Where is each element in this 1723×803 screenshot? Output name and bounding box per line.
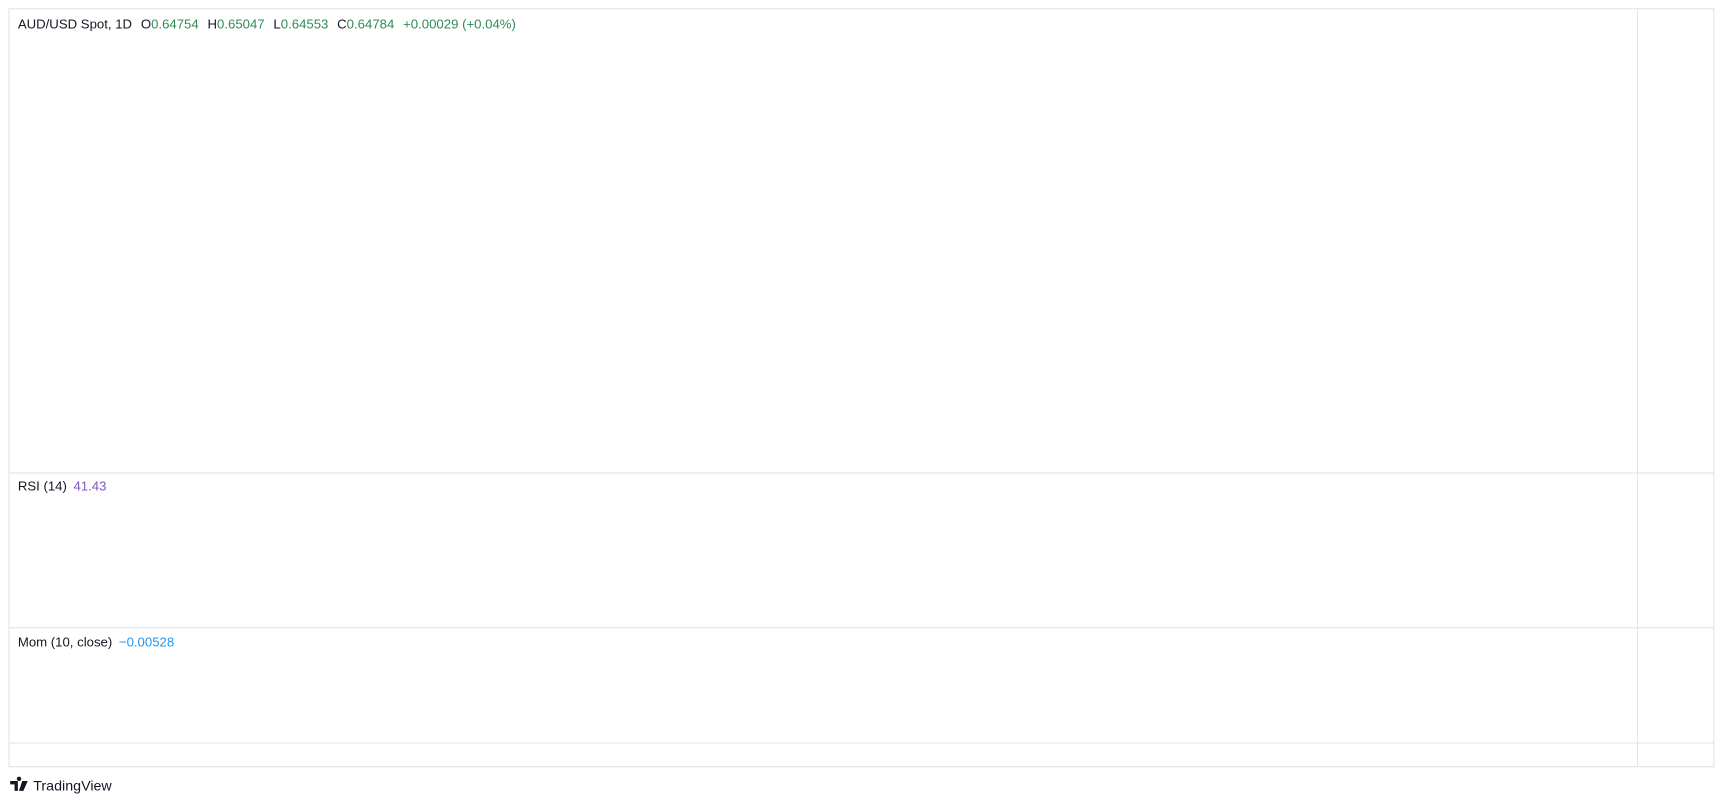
symbol-title: AUD/USD Spot, 1D <box>18 17 132 32</box>
mom-title: Mom (10, close) <box>18 635 112 650</box>
change-value: +0.00029 (+0.04%) <box>403 17 516 32</box>
brand-name: TradingView <box>33 778 112 794</box>
rsi-title: RSI (14) <box>18 479 67 494</box>
open-value: 0.64754 <box>151 17 199 32</box>
logo-mark <box>10 776 28 791</box>
brand-logo: TradingView <box>10 776 112 794</box>
ohlc-letter: O <box>141 17 151 32</box>
rsi-legend: RSI (14) 41.43 <box>18 479 107 494</box>
mom-legend: Mom (10, close) −0.00528 <box>18 635 174 650</box>
close-value: 0.64784 <box>347 17 395 32</box>
header: AUD/USD Spot, 1D O0.64754 H0.65047 L0.64553… <box>18 17 516 32</box>
ohlc-letter: C <box>337 17 347 32</box>
low-value: 0.64553 <box>281 17 329 32</box>
ohlc-letter: L <box>273 17 280 32</box>
ohlc-letter: H <box>208 17 218 32</box>
frame <box>8 8 1715 768</box>
rsi-current: 41.43 <box>73 479 106 494</box>
high-value: 0.65047 <box>217 17 265 32</box>
mom-current: −0.00528 <box>119 635 174 650</box>
